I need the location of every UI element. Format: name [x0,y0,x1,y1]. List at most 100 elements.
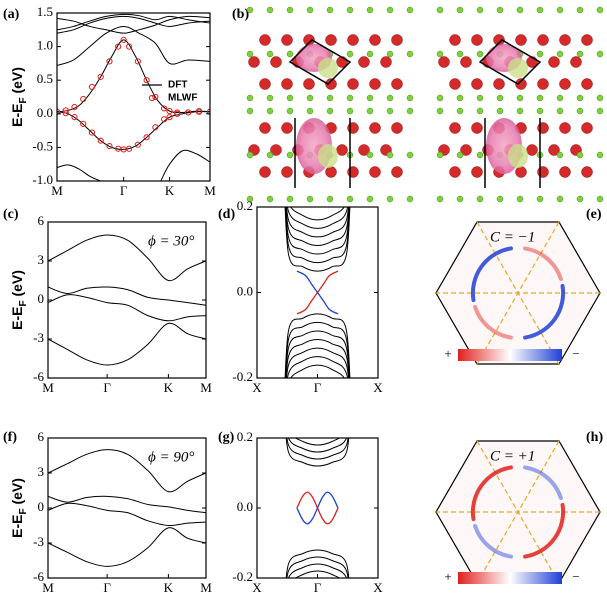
y-label-sub: F [18,300,29,306]
band-line [296,491,339,525]
o-atom [369,34,381,46]
band-line [287,563,348,578]
cation-atom [556,94,564,102]
o-atom [581,78,593,90]
cell-edge [478,39,542,85]
o-atom [449,166,461,178]
curvature-ring [473,523,513,559]
x-tick-label: K [164,580,174,595]
band-line [285,207,350,238]
o-atom [270,56,282,68]
o-atom [259,34,271,46]
plot-frame [56,12,211,182]
o-atom [460,144,472,156]
cation-atom [286,107,294,115]
o-atom [358,56,370,68]
o-atom [581,166,593,178]
cation-atom [286,195,294,203]
y-tick-label: 0.0 [237,283,253,298]
x-tick-label: M [204,183,216,198]
o-atom [537,34,549,46]
y-label-main: E-E [9,307,25,330]
cation-atom [476,195,484,203]
cation-atom [596,195,604,203]
mlwf-point [134,141,141,148]
panel-label: (f) [3,430,17,445]
o-atom [281,78,293,90]
o-atom [391,166,403,178]
cation-atom [436,107,444,115]
x-tick-label: Γ [103,580,111,595]
cation-atom [286,151,294,159]
cation-atom [246,107,254,115]
band-line [285,207,350,255]
mlwf-point [166,114,173,121]
x-tick-label: M [200,380,212,395]
cation-atom [366,6,374,14]
x-tick-label: K [165,183,175,198]
x-tick-label: M [42,380,54,395]
panel-label: (b) [232,7,249,22]
chern-number: C = +1 [490,448,535,464]
mlwf-point [115,43,122,50]
mlwf-point [97,137,104,144]
o-atom [347,122,359,134]
cation-atom [496,107,504,115]
legend-label: DFT [168,80,187,91]
cation-atom [246,6,254,14]
o-atom [537,122,549,134]
panel-label: (h) [586,430,603,445]
x-tick-label: M [51,183,63,198]
annotation: ϕ = 30° [148,233,194,249]
mlwf-point [88,83,96,91]
cation-atom [346,94,354,102]
band-line [287,438,348,453]
band-line [296,270,339,315]
y-tick-label: -1.0 [32,172,53,187]
o-atom [471,166,483,178]
cation-atom [516,195,524,203]
orbital-lobe [508,144,528,168]
band-line [57,15,210,34]
mlwf-point [152,93,159,101]
band-line [48,502,206,527]
o-atom [559,122,571,134]
crystal-view [436,107,604,203]
cation-atom [596,151,604,159]
x-tick-label: M [42,580,54,595]
cation-atom [476,151,484,159]
cation-atom [476,6,484,14]
band-line [284,207,351,264]
o-atom [548,144,560,156]
o-atom [438,56,450,68]
o-atom [270,144,282,156]
o-atom [259,78,271,90]
mlwf-point [106,58,113,65]
y-tick-label: -0.2 [232,369,253,384]
x-tick-label: Γ [314,380,322,395]
band-line [160,149,210,181]
x-tick-label: K [164,380,174,395]
band-line [57,39,210,114]
y-label-unit: (eV) [9,478,25,508]
cation-atom [476,50,484,58]
curvature-ring [523,502,566,559]
mlwf-point [62,110,69,117]
cation-atom [536,6,544,14]
o-atom [248,56,260,68]
band-line [294,570,341,578]
o-atom [559,34,571,46]
cation-atom [536,195,544,203]
cation-atom [536,50,544,58]
o-atom [347,78,359,90]
mirror-line [476,440,560,584]
o-atom [369,122,381,134]
band-line [286,556,349,578]
o-atom [570,56,582,68]
cation-atom [576,151,584,159]
cation-atom [266,195,274,203]
mlwf-point [71,114,78,121]
mirror-line [476,221,560,365]
o-atom [391,122,403,134]
